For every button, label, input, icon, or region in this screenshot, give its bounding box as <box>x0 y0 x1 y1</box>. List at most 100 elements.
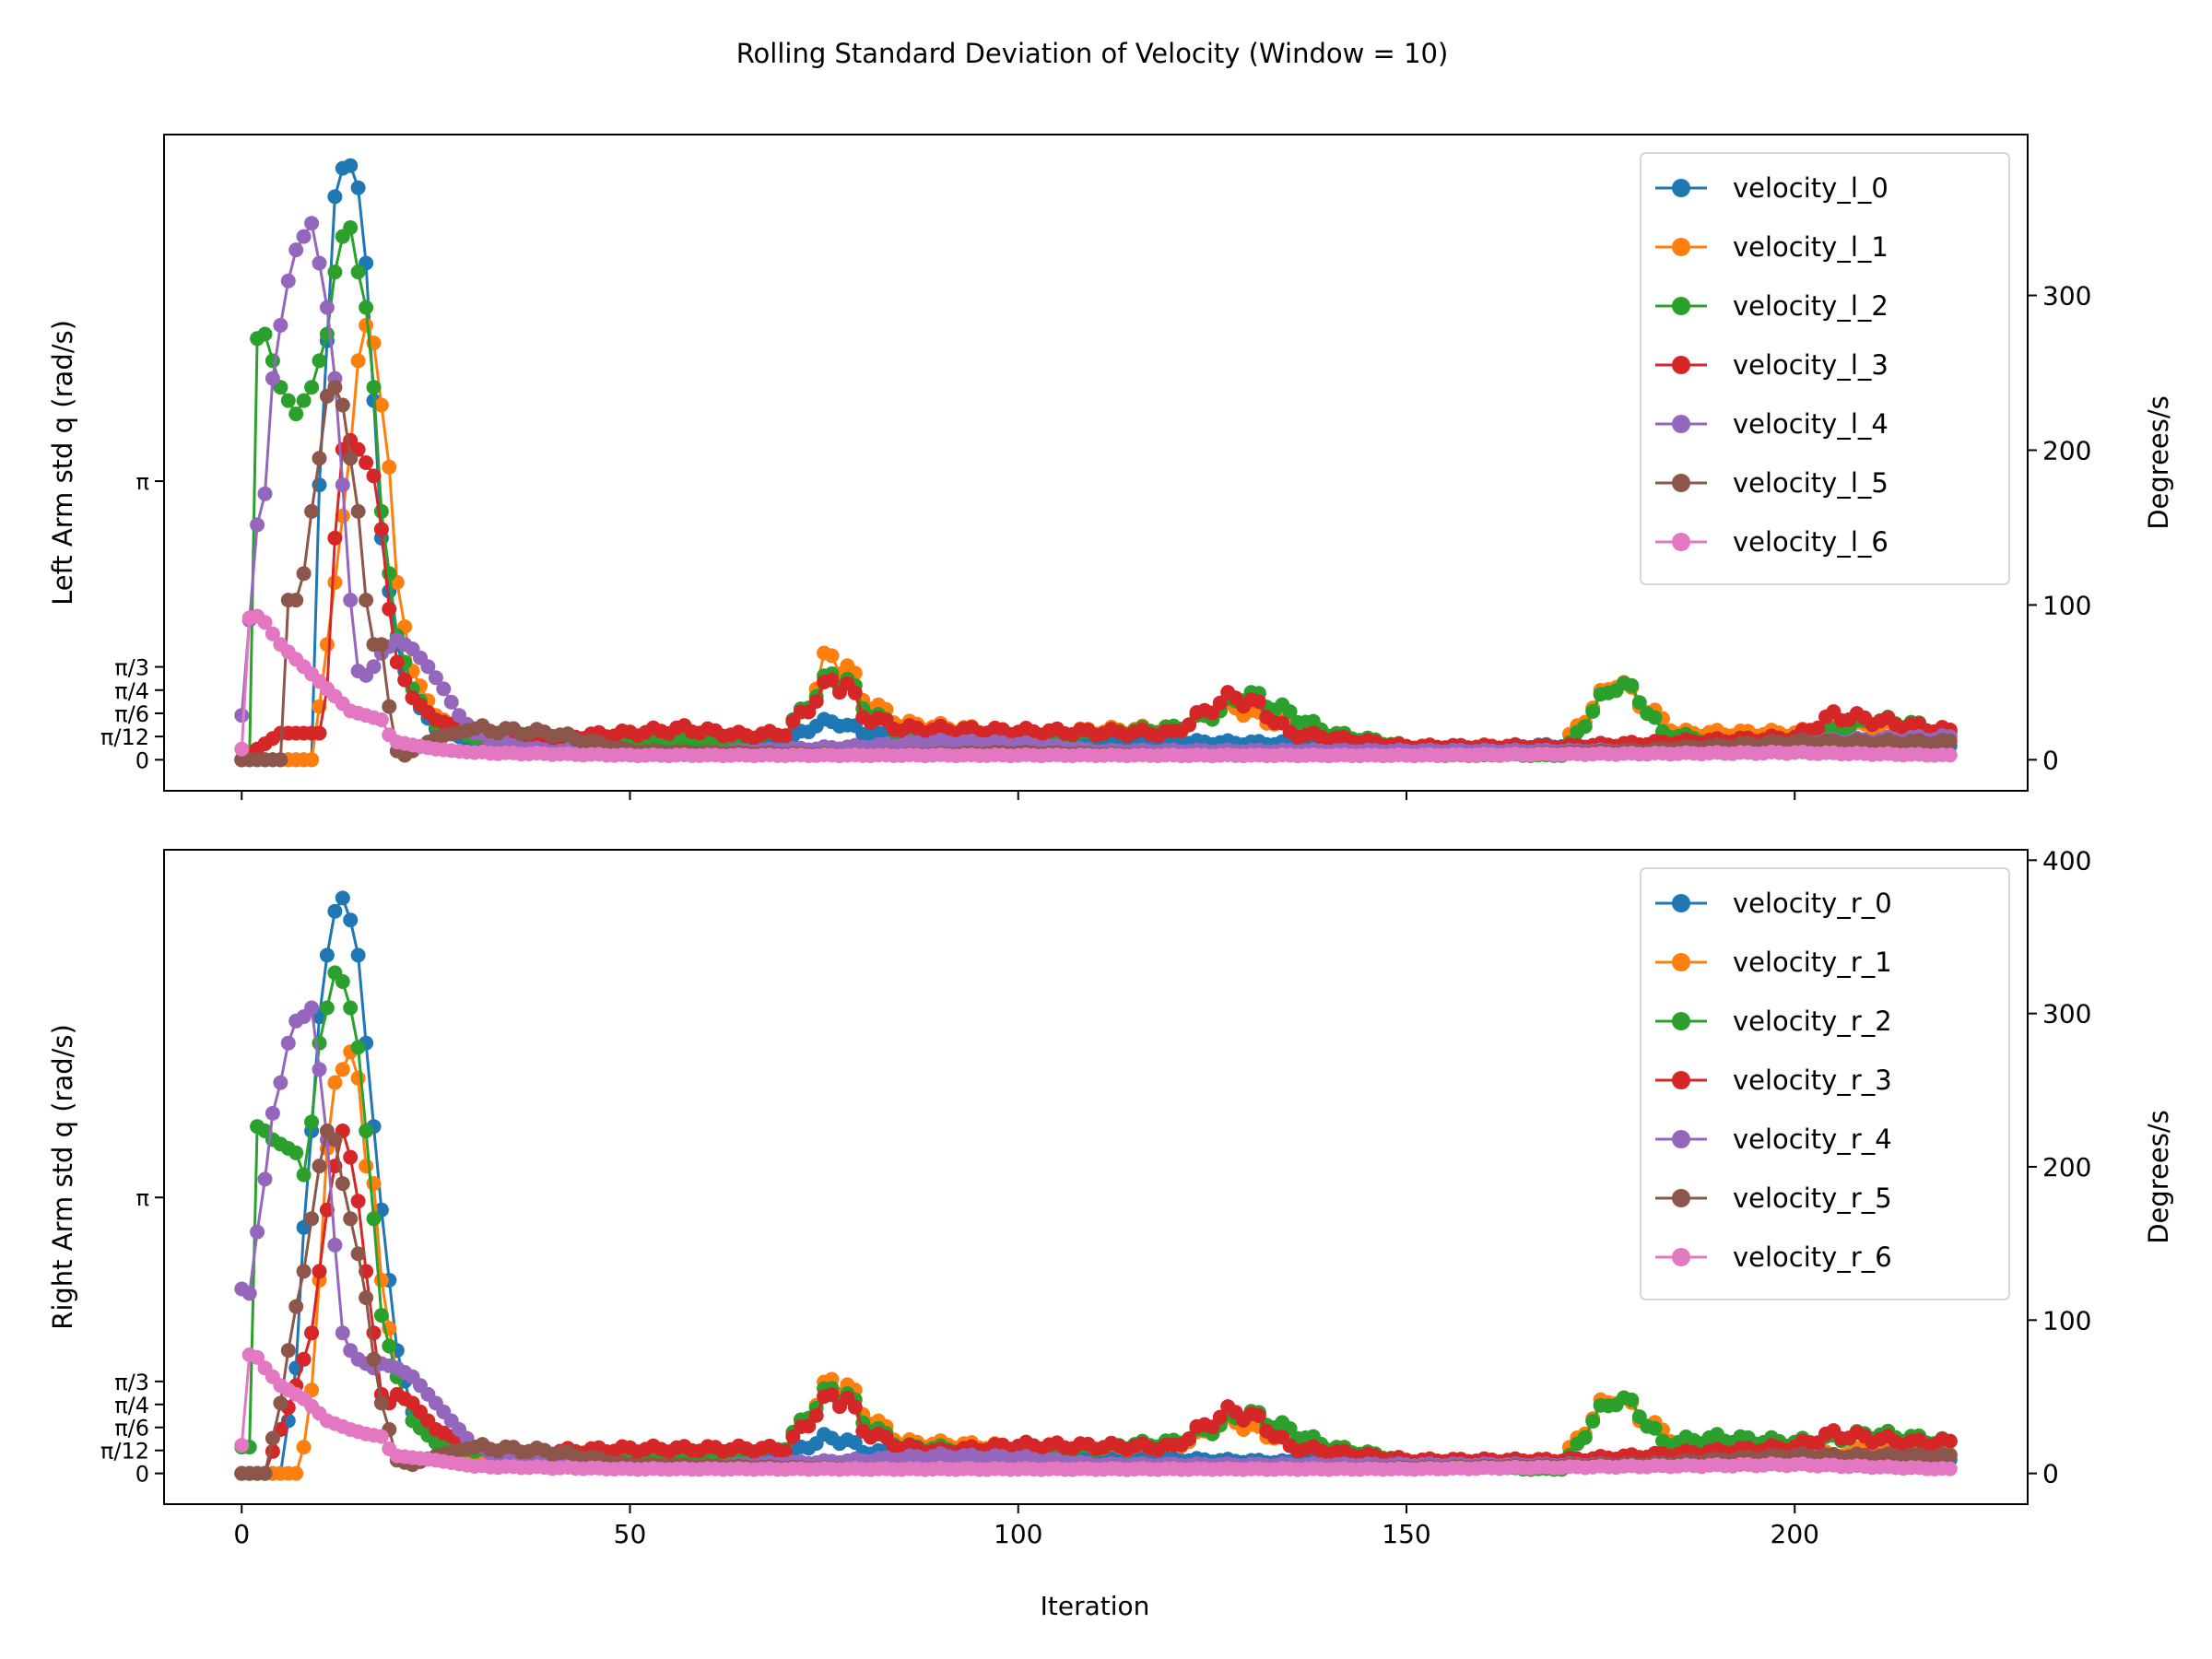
legend-marker <box>1672 1189 1690 1207</box>
y2-tick-label: 200 <box>2042 435 2091 465</box>
data-point <box>288 1145 304 1160</box>
data-point <box>343 912 359 928</box>
legend-label: velocity_r_1 <box>1733 947 1892 978</box>
data-point <box>373 1308 389 1324</box>
data-point <box>343 1211 359 1227</box>
data-point <box>420 659 436 675</box>
data-point <box>1585 1414 1601 1429</box>
y-tick-label: π <box>136 469 149 495</box>
data-point <box>343 1149 359 1165</box>
data-point <box>1624 1392 1640 1407</box>
data-point <box>847 1435 863 1451</box>
data-point <box>273 752 288 768</box>
data-point <box>250 1349 265 1365</box>
data-point <box>1585 703 1601 719</box>
legend-label: velocity_l_4 <box>1733 408 1888 440</box>
data-point <box>1942 747 1958 763</box>
data-point <box>312 451 327 466</box>
data-point <box>304 1211 320 1227</box>
data-point <box>257 486 273 501</box>
y2-tick-label: 100 <box>2042 590 2091 620</box>
data-point <box>304 1325 320 1341</box>
data-point <box>296 229 312 244</box>
data-point <box>265 1430 280 1446</box>
data-point <box>366 380 382 395</box>
data-point <box>312 1159 327 1174</box>
data-point <box>359 1124 374 1138</box>
data-point <box>350 180 366 195</box>
y2-tick-label: 0 <box>2042 1459 2059 1489</box>
data-point <box>350 1194 366 1209</box>
data-point <box>296 566 312 582</box>
data-point <box>1282 704 1298 720</box>
data-point <box>288 1299 304 1314</box>
data-point <box>304 1000 320 1016</box>
legend-label: velocity_l_6 <box>1733 526 1888 558</box>
data-point <box>304 380 320 395</box>
data-point <box>443 694 459 710</box>
data-point <box>1251 1408 1266 1423</box>
data-point <box>1251 694 1266 710</box>
data-point <box>327 530 343 546</box>
data-point <box>250 1224 265 1240</box>
data-point <box>1577 1430 1593 1445</box>
data-point <box>257 326 273 342</box>
y-tick-label: π/12 <box>100 1439 149 1465</box>
data-point <box>280 1035 296 1051</box>
legend-label: velocity_r_3 <box>1733 1065 1892 1096</box>
data-point <box>359 593 374 608</box>
data-point <box>234 741 250 757</box>
y2-axis-label: Degrees/s <box>2143 1110 2174 1244</box>
data-point <box>778 1443 793 1459</box>
data-point <box>373 1273 389 1288</box>
data-point <box>847 1399 863 1415</box>
data-point <box>296 1351 312 1367</box>
data-point <box>1942 734 1958 749</box>
legend-label: velocity_r_5 <box>1733 1182 1892 1214</box>
legend-marker <box>1672 1248 1690 1266</box>
legend-label: velocity_r_6 <box>1733 1241 1892 1273</box>
data-point <box>778 728 793 744</box>
data-point <box>1624 677 1640 693</box>
data-point <box>296 1167 312 1182</box>
data-point <box>350 1070 366 1086</box>
data-point <box>280 393 296 408</box>
data-point <box>1212 695 1228 711</box>
x-tick-label: 50 <box>614 1519 647 1549</box>
data-point <box>382 699 397 714</box>
data-point <box>1942 1433 1958 1449</box>
data-point <box>382 1338 397 1354</box>
data-point <box>824 1387 840 1403</box>
data-point <box>335 397 350 413</box>
x-tick-label: 200 <box>1771 1519 1819 1549</box>
legend-marker <box>1672 894 1690 912</box>
y-tick-label: π/6 <box>114 1416 149 1441</box>
data-point <box>288 406 304 422</box>
legend-marker <box>1672 474 1690 492</box>
data-point <box>304 752 320 768</box>
y-tick-label: π/4 <box>114 1393 149 1418</box>
legend-marker <box>1672 1012 1690 1030</box>
legend-marker <box>1672 1130 1690 1148</box>
x-tick-label: 0 <box>233 1519 250 1549</box>
data-point <box>234 708 250 724</box>
data-point <box>327 903 343 919</box>
y-axis-label: Left Arm std q (rad/s) <box>47 320 78 606</box>
data-point <box>265 1105 280 1121</box>
data-point <box>296 393 312 408</box>
data-point <box>288 593 304 608</box>
legend-marker <box>1672 415 1690 433</box>
data-point <box>373 503 389 519</box>
legend-frame <box>1640 152 2010 585</box>
y-tick-label: π/3 <box>114 655 149 681</box>
data-point <box>350 503 366 519</box>
data-point <box>335 1325 350 1341</box>
data-point <box>824 648 840 664</box>
data-point <box>319 1000 335 1016</box>
data-point <box>234 1438 250 1453</box>
data-point <box>382 459 397 475</box>
data-point <box>273 317 288 333</box>
legend-marker <box>1672 953 1690 971</box>
data-point <box>373 397 389 413</box>
